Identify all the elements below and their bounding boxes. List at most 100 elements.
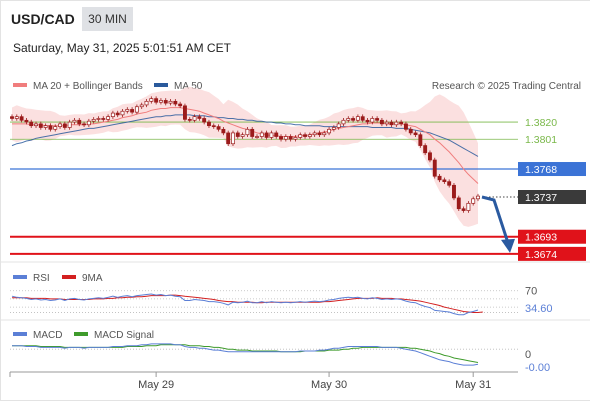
candle-body	[303, 134, 308, 137]
level-label-support: 1.3674	[525, 249, 557, 261]
candle-body	[351, 118, 356, 121]
ma20-legend-label: MA 20 + Bollinger Bands	[33, 81, 143, 92]
candle-body	[399, 121, 404, 125]
candle-body	[476, 195, 480, 200]
level-label-pivot: 1.3768	[525, 164, 557, 176]
rsi-legend-swatch	[13, 275, 27, 279]
rsi-legend-label: RSI	[33, 273, 50, 284]
candle-body	[456, 197, 461, 210]
candle-body	[355, 116, 360, 121]
candle-body	[317, 132, 322, 136]
candle-body	[322, 132, 327, 136]
forecast-arrow-line	[481, 195, 510, 244]
candle-body	[408, 128, 413, 134]
candle-body	[86, 120, 91, 126]
candle-body	[14, 116, 19, 119]
level-label-support: 1.3693	[525, 232, 557, 244]
candle-body	[466, 202, 471, 211]
candle-body	[158, 100, 163, 103]
candle-body	[394, 121, 399, 126]
rsi-tick-70: 70	[525, 286, 537, 298]
candle-body	[29, 121, 34, 127]
candle-body	[250, 128, 255, 137]
candle-body	[187, 119, 192, 121]
main-legend: MA 20 + Bollinger Bands MA 50 Research ©…	[13, 81, 581, 92]
candle-body	[120, 110, 125, 116]
candle-body	[38, 123, 43, 128]
candle-body	[106, 116, 111, 120]
candle-body	[96, 118, 101, 120]
candle-body	[48, 125, 53, 130]
macd-line	[12, 343, 479, 366]
candle-body	[163, 100, 168, 104]
candle-body	[269, 132, 274, 138]
candle-body	[447, 181, 452, 186]
candle-body	[307, 134, 312, 137]
ma50-legend-label: MA 50	[174, 81, 203, 92]
candle-body	[264, 132, 269, 138]
candle-body	[365, 119, 370, 123]
candle-body	[255, 136, 259, 138]
macd-signal-legend-swatch	[74, 332, 88, 336]
level-box-support	[518, 246, 586, 261]
candle-body	[211, 125, 216, 128]
candle-body	[240, 134, 245, 137]
ma50-legend-swatch	[154, 83, 168, 87]
candle-body	[346, 118, 351, 121]
timeframe-button[interactable]: 30 MIN	[82, 7, 133, 31]
candle-body	[168, 100, 173, 104]
x-tick-label: May 30	[311, 379, 347, 391]
copyright-text: Research © 2025 Trading Central	[432, 81, 581, 92]
candle-body	[221, 128, 226, 134]
level-label-resistance: 1.3801	[525, 134, 557, 146]
last-price-label: 1.3737	[525, 192, 557, 204]
candle-body	[67, 121, 72, 128]
macd-signal-legend-label: MACD Signal	[94, 330, 154, 341]
x-tick-label: May 31	[455, 379, 491, 391]
candle-body	[192, 116, 197, 121]
candle-body	[375, 118, 380, 121]
candle-body	[327, 128, 332, 134]
rsi-panel: 70 34.60	[10, 286, 553, 316]
candle-body	[154, 98, 159, 103]
candle-body	[216, 126, 221, 130]
candle-body	[274, 132, 279, 137]
candle-body	[178, 103, 183, 107]
symbol-title: USD/CAD	[11, 11, 75, 27]
candle-body	[379, 119, 384, 125]
macd-panel: 0-0.00	[10, 343, 550, 374]
candle-body	[226, 132, 231, 145]
candle-body	[389, 121, 394, 126]
candle-body	[110, 112, 115, 118]
candle-body	[312, 132, 317, 136]
candle-body	[125, 109, 130, 112]
candle-body	[461, 208, 466, 211]
candle-body	[53, 126, 58, 130]
candle-body	[259, 132, 264, 137]
macd-legend: MACD MACD Signal	[13, 330, 154, 341]
level-box-pivot	[518, 162, 586, 177]
level-label-resistance: 1.3820	[525, 117, 557, 129]
chart-datetime: Saturday, May 31, 2025 5:01:51 AM CET	[13, 41, 231, 55]
candle-body	[418, 134, 423, 146]
rsi-current-value: 34.60	[525, 303, 553, 315]
candle-body	[231, 132, 235, 145]
candle-body	[245, 128, 250, 136]
candle-body	[384, 121, 389, 125]
candle-body	[452, 184, 456, 199]
macd-current-value: -0.00	[525, 362, 550, 374]
last-price-box	[518, 190, 586, 205]
candle-body	[428, 152, 432, 161]
rsi-ma-line	[12, 294, 483, 313]
candle-body	[288, 136, 293, 140]
forecast-arrow-head	[501, 238, 515, 253]
price-panel: 1.3820 1.3801 1.3768 1.3737 1.3693 1.3674	[10, 86, 586, 261]
candle-body	[58, 123, 62, 127]
rsi-line	[11, 293, 479, 316]
x-axis: May 29 May 30 May 31	[9, 371, 518, 391]
candle-body	[10, 116, 14, 119]
candle-body	[442, 179, 447, 183]
candle-body	[336, 123, 341, 128]
candle-body	[331, 127, 336, 130]
